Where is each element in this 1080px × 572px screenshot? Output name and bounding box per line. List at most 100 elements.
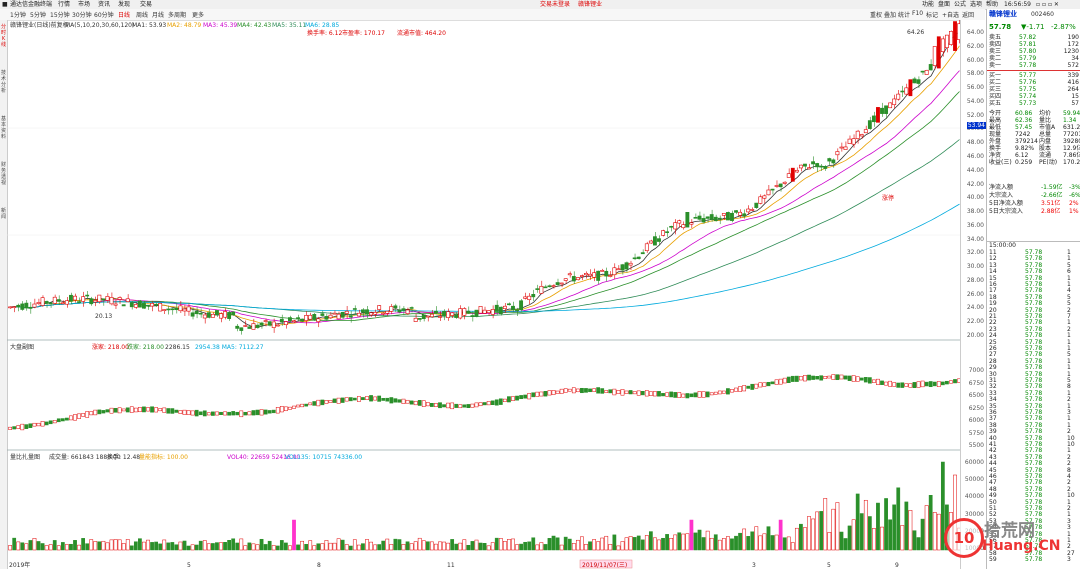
candle <box>559 282 564 285</box>
index-candle <box>628 390 633 395</box>
stat-value: 7.86亿 <box>1063 152 1080 159</box>
stat-label: 净资 <box>989 152 1002 159</box>
candle <box>730 212 734 221</box>
menu-function[interactable]: 功能 <box>922 1 935 8</box>
index-candle <box>446 402 450 409</box>
candle <box>8 306 13 309</box>
btn-overlay[interactable]: 叠加 <box>884 12 897 19</box>
volume-bar <box>170 542 175 551</box>
volume-bar <box>60 542 65 551</box>
tick-row: 28 57.78 1 <box>987 358 1080 365</box>
index-candle <box>413 400 418 406</box>
tick-row: 37 57.78 1 <box>987 416 1080 422</box>
index-candle <box>300 403 304 408</box>
candle <box>101 298 106 301</box>
ma2-label: MA2: 48.79 <box>167 22 201 29</box>
side-tab-news[interactable]: 新闻 <box>0 208 6 220</box>
period-30min[interactable]: 30分钟 <box>72 12 92 19</box>
side-tab-basic[interactable]: 基本资料 <box>0 116 6 140</box>
btn-rights[interactable]: 重权 <box>870 12 883 19</box>
index-candle <box>292 405 296 409</box>
ask-row-2-volume: 34 <box>1071 55 1079 62</box>
candle <box>794 169 799 173</box>
period-more[interactable]: 更多 <box>192 12 205 19</box>
tick-time: 14 <box>989 268 997 276</box>
volume-bar <box>726 536 730 551</box>
index-candle <box>361 397 365 401</box>
candle <box>296 317 300 319</box>
stat-value: 62.36 <box>1015 117 1033 124</box>
menu-help[interactable]: 帮助 <box>986 1 999 8</box>
menu-options[interactable]: 选项 <box>970 1 983 8</box>
candle <box>600 270 605 272</box>
bid-row-1-volume: 339 <box>1067 72 1079 79</box>
stat-label: PE(动) <box>1039 159 1058 166</box>
volume-bar <box>251 543 256 551</box>
volume-bar <box>474 539 479 551</box>
index-candle <box>669 391 674 398</box>
menu-formula[interactable]: 公式 <box>954 1 967 8</box>
side-tab-chart[interactable]: 分时K线 <box>0 24 6 48</box>
menu-news[interactable]: 资讯 <box>98 1 111 8</box>
tick-row: 46 57.78 4 <box>987 474 1080 480</box>
chart-area[interactable]: 赣锋锂业(日线)前复权 MA(5,10,20,30,60,120) MA1: 5… <box>7 19 962 569</box>
volume-bar <box>713 534 718 551</box>
index-candle <box>117 407 122 414</box>
period-60min[interactable]: 60分钟 <box>94 12 114 19</box>
tick-time: 50 <box>989 498 997 506</box>
candle <box>681 224 686 229</box>
kline-chart-svg[interactable]: 赣锋锂业(日线)前复权 MA(5,10,20,30,60,120) MA1: 5… <box>7 19 962 569</box>
period-day[interactable]: 日线 <box>118 12 131 19</box>
volume-bar <box>255 544 260 551</box>
bid-row-3-label: 买三 <box>989 86 1002 93</box>
stat-label: 换手 <box>989 145 1002 152</box>
price-axis-label-1: 62.00 <box>966 42 984 50</box>
volume-bar <box>547 538 552 551</box>
index-axis-label-6: 5500 <box>968 442 984 449</box>
side-tab-finance[interactable]: 财务透视 <box>0 162 6 186</box>
menu-board[interactable]: 盘面 <box>938 1 951 8</box>
period-week[interactable]: 周线 <box>136 12 149 19</box>
index-candle <box>442 404 446 408</box>
menu-exchange[interactable]: 市场 <box>78 1 91 8</box>
stat-value: 9.82% <box>1015 145 1035 152</box>
tick-time: 22 <box>989 319 997 327</box>
period-multi[interactable]: 多周期 <box>168 12 187 19</box>
candle <box>150 303 154 307</box>
index-candle <box>543 391 548 397</box>
menu-trade[interactable]: 交易 <box>140 1 153 8</box>
login-status[interactable]: 交易未登录 <box>540 1 571 8</box>
period-15min[interactable]: 15分钟 <box>50 12 70 19</box>
tick-volume: 1 <box>1067 530 1071 538</box>
volume-bar <box>705 530 710 551</box>
period-5min[interactable]: 5分钟 <box>30 12 46 19</box>
stat-row: 净资 6.12 流通 7.86亿 <box>987 152 1080 159</box>
volume-bar <box>932 512 937 551</box>
index-candle <box>125 407 130 413</box>
candle <box>490 309 495 315</box>
btn-mark[interactable]: 标记 <box>926 12 939 19</box>
volume-bar <box>40 543 45 551</box>
index-candle <box>936 381 941 387</box>
tick-time: 20 <box>989 306 997 314</box>
window-controls[interactable]: ▫ ▫ ▫ ✕ <box>1036 1 1059 8</box>
btn-back[interactable]: 返回 <box>962 12 975 19</box>
tick-volume: 10 <box>1067 492 1075 500</box>
index-candle <box>275 407 280 414</box>
volume-bar <box>186 545 191 551</box>
candle <box>85 294 90 297</box>
menu-market[interactable]: 行情 <box>58 1 71 8</box>
volume-bar <box>551 535 556 551</box>
period-month[interactable]: 月线 <box>152 12 165 19</box>
btn-add-watchlist[interactable]: +自选 <box>942 12 960 19</box>
volume-bar <box>377 544 382 551</box>
tick-price: 57.78 <box>1025 511 1043 519</box>
period-1min[interactable]: 1分钟 <box>10 12 26 19</box>
volume-bar <box>648 531 653 551</box>
side-tab-analysis[interactable]: 技术分析 <box>0 70 6 94</box>
candle <box>129 302 134 308</box>
index-candle <box>916 381 921 388</box>
menu-discover[interactable]: 发现 <box>118 1 131 8</box>
btn-stats[interactable]: 统计 <box>898 12 911 19</box>
btn-f10[interactable]: F10 <box>912 10 924 17</box>
